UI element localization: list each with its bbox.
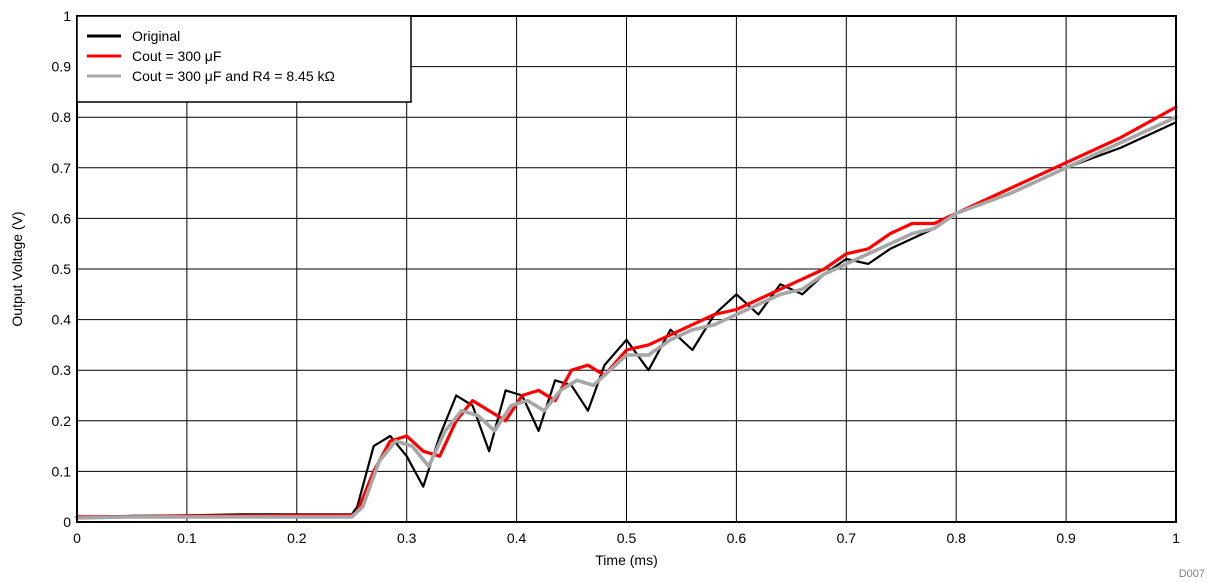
- y-axis-title: Output Voltage (V): [9, 211, 25, 326]
- y-tick-label: 1: [63, 8, 71, 24]
- x-tick-label: 0.2: [287, 530, 307, 546]
- y-tick-label: 0.4: [52, 312, 72, 328]
- figure-id-label: D007: [1179, 568, 1205, 580]
- x-tick-label: 0.5: [617, 530, 637, 546]
- series-original: [75, 121, 1178, 519]
- x-tick-label: 0.3: [397, 530, 417, 546]
- legend-label-original: Original: [132, 28, 180, 44]
- y-tick-label: 0.9: [52, 59, 72, 75]
- y-tick-label: 0.3: [52, 362, 72, 378]
- plot-frame: [76, 15, 1177, 523]
- x-tick-label: 0.4: [507, 530, 527, 546]
- x-tick-label: 0.7: [837, 530, 857, 546]
- x-tick-label: 1: [1172, 530, 1180, 546]
- x-axis-title: Time (ms): [595, 552, 657, 568]
- y-tick-label: 0.8: [52, 109, 72, 125]
- y-tick-label: 0.5: [52, 261, 72, 277]
- axis-ticks: 0 0.1 0.2 0.3 0.4 0.5 0.6 0.7 0.8 0.9 1 0 0.1 0.2 0.3 0…: [52, 8, 1181, 546]
- y-tick-label: 0: [63, 514, 71, 530]
- legend-box: [76, 15, 412, 103]
- x-tick-label: 0.6: [727, 530, 747, 546]
- x-tick-label: 0.9: [1056, 530, 1076, 546]
- y-tick-label: 0.1: [52, 463, 72, 479]
- series-cout-300uf-r4: [75, 115, 1178, 520]
- plot-series: [75, 105, 1178, 520]
- legend-label-cout-300uf-r4: Cout = 300 μF and R4 = 8.45 kΩ: [132, 68, 335, 84]
- x-tick-label: 0.8: [946, 530, 966, 546]
- legend: Original Cout = 300 μF Cout = 300 μF and…: [76, 15, 412, 103]
- series-cout-300uf: [75, 105, 1178, 519]
- x-tick-label: 0: [73, 530, 81, 546]
- legend-label-cout-300uf: Cout = 300 μF: [132, 48, 221, 64]
- x-tick-label: 0.1: [177, 530, 197, 546]
- y-tick-label: 0.7: [52, 160, 72, 176]
- y-tick-label: 0.2: [52, 413, 72, 429]
- y-tick-label: 0.6: [52, 210, 72, 226]
